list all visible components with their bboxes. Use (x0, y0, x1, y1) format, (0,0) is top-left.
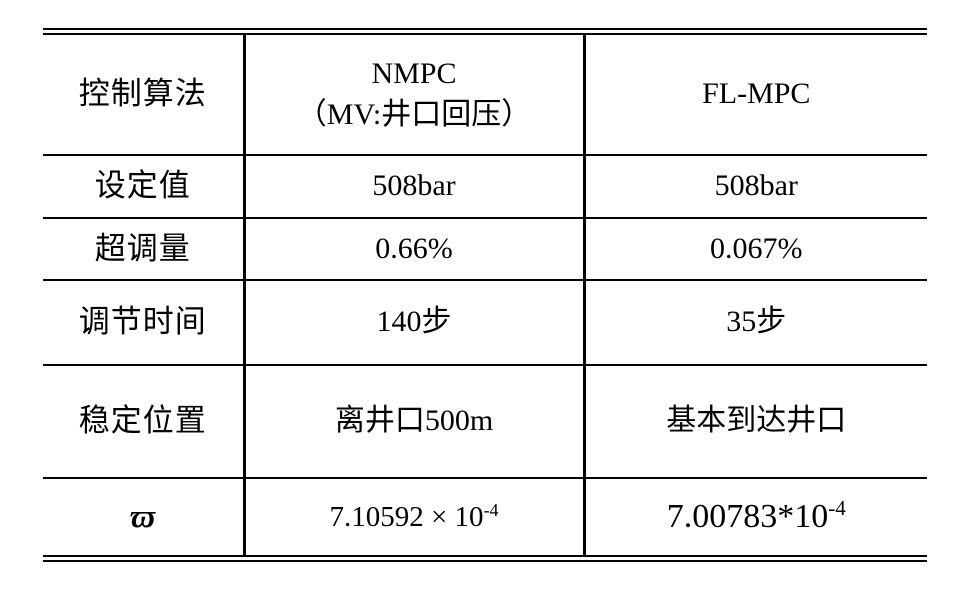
settling-time-label-cell: 调节时间 (43, 279, 246, 366)
setpoint-nmpc-cell: 508bar (242, 154, 586, 219)
settling-time-flmpc-cell: 35步 (582, 279, 927, 366)
comparison-table: 控制算法 NMPC （MV:井口回压） FL-MPC 设定值 508bar 50… (43, 28, 927, 562)
header-cell-nmpc: NMPC （MV:井口回压） (242, 31, 586, 156)
header-nmpc-name: NMPC (371, 57, 457, 90)
varpi-nmpc-cell: 7.10592 × 10-4 (242, 477, 586, 559)
varpi-symbol: ϖ (130, 498, 156, 535)
table-header-row: 控制算法 NMPC （MV:井口回压） FL-MPC (43, 31, 927, 156)
settling-time-nmpc-cell: 140步 (242, 279, 586, 366)
table-row-varpi: ϖ 7.10592 × 10-4 7.00783*10-4 (43, 477, 927, 559)
varpi-nmpc-exponent: -4 (483, 499, 499, 520)
stable-position-label-cell: 稳定位置 (43, 364, 246, 479)
table-row-settling-time: 调节时间 140步 35步 (43, 279, 927, 366)
header-cell-flmpc: FL-MPC (582, 31, 927, 156)
header-cell-metric: 控制算法 (43, 31, 246, 156)
overshoot-label: 超调量 (94, 230, 191, 266)
varpi-flmpc-exponent: -4 (828, 496, 846, 521)
table-row-stable-position: 稳定位置 离井口500m 基本到达井口 (43, 364, 927, 479)
overshoot-nmpc-cell: 0.66% (242, 217, 586, 281)
table-row-setpoint: 设定值 508bar 508bar (43, 154, 927, 219)
varpi-flmpc-cell: 7.00783*10-4 (582, 477, 927, 559)
setpoint-label: 设定值 (94, 168, 191, 204)
overshoot-flmpc-cell: 0.067% (582, 217, 927, 281)
varpi-nmpc-value: 7.10592 × 10-4 (329, 499, 499, 533)
stable-position-label: 稳定位置 (78, 403, 207, 439)
header-metric-label: 控制算法 (78, 76, 207, 112)
settling-time-label: 调节时间 (78, 304, 207, 340)
header-nmpc-mv-note: （MV:井口回压） (296, 97, 532, 131)
stable-position-nmpc-cell: 离井口500m (242, 364, 586, 479)
varpi-flmpc-value: 7.00783*10-4 (666, 496, 846, 536)
overshoot-label-cell: 超调量 (43, 217, 246, 281)
varpi-label-cell: ϖ (43, 477, 246, 559)
setpoint-flmpc-cell: 508bar (582, 154, 927, 219)
table-row-overshoot: 超调量 0.66% 0.067% (43, 217, 927, 281)
setpoint-label-cell: 设定值 (43, 154, 246, 219)
header-flmpc-name: FL-MPC (702, 77, 811, 111)
stable-position-flmpc-cell: 基本到达井口 (582, 364, 927, 479)
